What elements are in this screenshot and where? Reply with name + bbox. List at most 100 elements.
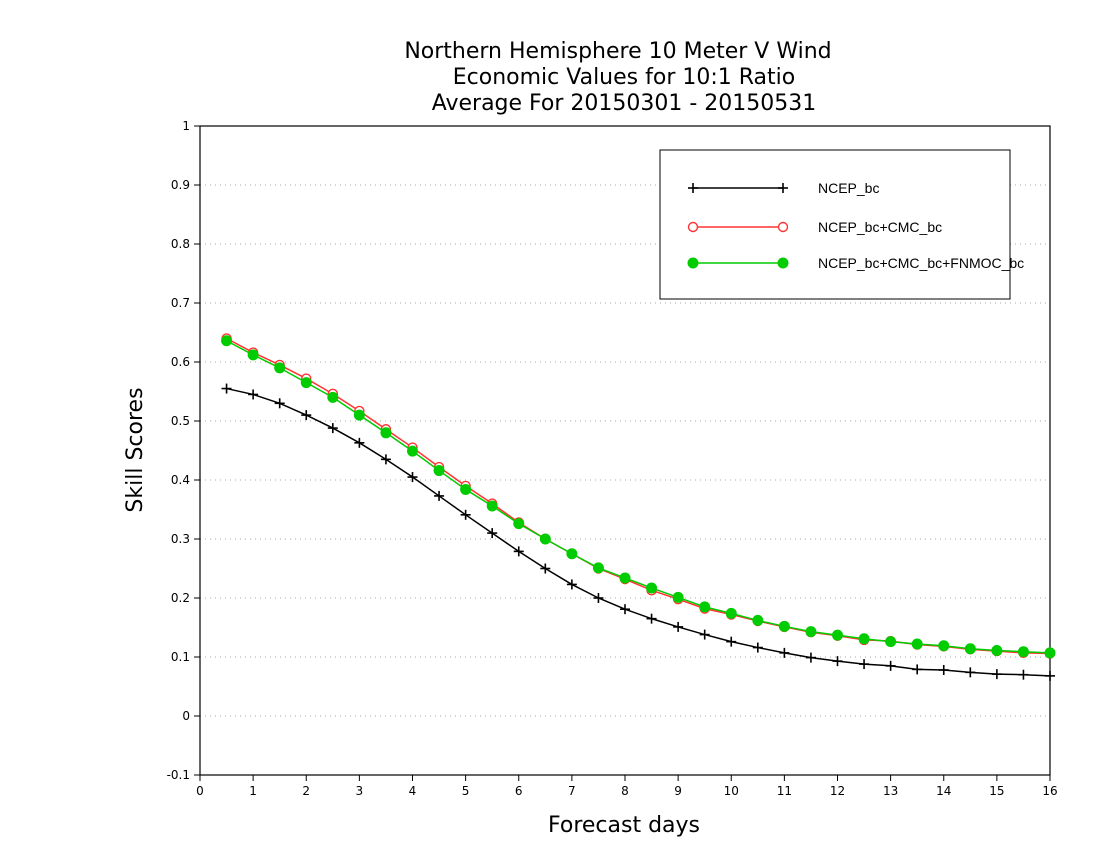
y-tick-label: 0.4 xyxy=(171,473,190,487)
data-point-plus-marker xyxy=(1045,670,1055,681)
chart-title-line-1: Northern Hemisphere 10 Meter V Wind xyxy=(404,39,831,64)
data-point-filled-circle-marker xyxy=(991,645,1003,657)
chart-title-line-3: Average For 20150301 - 20150531 xyxy=(432,91,817,116)
data-point-plus-marker xyxy=(991,669,1002,680)
data-point-plus-marker xyxy=(620,604,630,615)
series-line xyxy=(226,340,1051,654)
data-point-filled-circle-marker xyxy=(353,409,365,421)
chart-title: Northern Hemisphere 10 Meter V Wind Econ… xyxy=(404,39,831,116)
data-point-plus-marker xyxy=(434,490,445,501)
data-point-plus-marker xyxy=(221,383,232,394)
data-point-filled-circle-marker xyxy=(247,349,259,361)
x-tick-label: 3 xyxy=(356,784,364,798)
y-tick-label: 0.9 xyxy=(171,178,190,192)
data-point-filled-circle-marker xyxy=(327,391,339,403)
data-point-filled-circle-marker xyxy=(1017,646,1029,658)
x-tick-label: 0 xyxy=(196,784,204,798)
data-point-plus-marker xyxy=(726,636,737,647)
data-point-filled-circle-marker xyxy=(460,483,472,495)
series-line xyxy=(226,387,1051,677)
data-point-filled-circle-marker xyxy=(911,638,923,650)
data-point-filled-circle-marker xyxy=(885,636,897,648)
x-tick-label: 15 xyxy=(989,784,1004,798)
data-point-plus-marker xyxy=(1018,669,1029,680)
x-tick-label: 14 xyxy=(936,784,951,798)
data-point-filled-circle-marker xyxy=(672,591,684,603)
y-axis-label: Skill Scores xyxy=(123,387,148,512)
legend-marker-filled-circle-icon xyxy=(777,257,789,269)
data-point-filled-circle-marker xyxy=(858,633,870,645)
legend-marker-plus-icon xyxy=(688,183,698,193)
y-tick-label: -0.1 xyxy=(167,768,190,782)
x-tick-label: 8 xyxy=(621,784,629,798)
x-tick-label: 7 xyxy=(568,784,576,798)
data-point-plus-marker xyxy=(460,509,471,520)
data-point-plus-marker xyxy=(327,423,338,434)
x-tick-label: 13 xyxy=(883,784,898,798)
series-2 xyxy=(221,333,1056,659)
data-point-plus-marker xyxy=(912,664,923,675)
legend-label: NCEP_bc+CMC_bc xyxy=(818,219,942,235)
data-point-filled-circle-marker xyxy=(274,362,286,374)
x-tick-label: 2 xyxy=(302,784,310,798)
data-point-filled-circle-marker xyxy=(407,445,418,457)
legend-label: NCEP_bc+CMC_bc+FNMOC_bc xyxy=(818,255,1024,271)
data-point-plus-marker xyxy=(593,593,604,603)
x-tick-label: 1 xyxy=(249,784,257,798)
legend-entry: NCEP_bc xyxy=(688,180,879,196)
data-point-plus-marker xyxy=(779,647,790,658)
data-point-plus-marker xyxy=(805,652,816,663)
y-tick-label: 0.3 xyxy=(171,532,190,546)
data-point-filled-circle-marker xyxy=(805,626,817,638)
legend-entry: NCEP_bc+CMC_bc+FNMOC_bc xyxy=(687,255,1024,271)
data-point-plus-marker xyxy=(673,621,684,632)
data-point-plus-marker xyxy=(885,660,896,671)
y-tick-label: 1 xyxy=(182,119,190,133)
data-point-filled-circle-marker xyxy=(300,377,312,389)
data-point-filled-circle-marker xyxy=(592,562,604,574)
data-point-filled-circle-marker xyxy=(566,548,578,560)
data-point-plus-marker xyxy=(566,579,577,590)
x-tick-label: 5 xyxy=(462,784,470,798)
data-point-plus-marker xyxy=(859,659,870,670)
y-tick-label: 0.6 xyxy=(171,355,190,369)
series-line xyxy=(226,337,1051,655)
y-tick-label: 0 xyxy=(182,709,190,723)
data-point-filled-circle-marker xyxy=(725,607,737,619)
data-point-plus-marker xyxy=(513,546,524,557)
series-3 xyxy=(221,335,1056,659)
data-point-filled-circle-marker xyxy=(539,533,551,545)
legend-box xyxy=(659,149,1011,300)
y-tick-label: 0.8 xyxy=(171,237,190,251)
x-tick-label: 10 xyxy=(724,784,739,798)
data-point-plus-marker xyxy=(699,629,710,640)
data-point-plus-marker xyxy=(380,454,391,465)
data-point-plus-marker xyxy=(752,642,763,653)
data-point-plus-marker xyxy=(248,389,259,400)
x-tick-label: 16 xyxy=(1042,784,1057,798)
data-point-plus-marker xyxy=(301,410,312,421)
data-point-filled-circle-marker xyxy=(486,500,498,512)
x-tick-label: 11 xyxy=(777,784,792,798)
y-tick-label: 0.2 xyxy=(171,591,190,605)
data-point-filled-circle-marker xyxy=(433,465,445,477)
series-layer xyxy=(221,333,1056,681)
data-point-plus-marker xyxy=(646,613,657,624)
legend-entry: NCEP_bc+CMC_bc xyxy=(687,219,942,235)
x-axis-label: Forecast days xyxy=(548,813,700,838)
data-point-filled-circle-marker xyxy=(619,572,631,584)
legend-marker-plus-icon xyxy=(778,183,788,193)
data-point-filled-circle-marker xyxy=(221,335,233,347)
x-tick-label: 12 xyxy=(830,784,845,798)
data-point-filled-circle-marker xyxy=(513,518,525,530)
data-point-filled-circle-marker xyxy=(1044,647,1056,659)
x-tick-label: 6 xyxy=(515,784,523,798)
legend-label: NCEP_bc xyxy=(818,180,879,196)
x-tick-label: 4 xyxy=(409,784,417,798)
legend-entries: NCEP_bc NCEP_bc+CMC_bc NCEP_bc+CMC_bc+FNMO… xyxy=(687,180,1024,271)
data-point-filled-circle-marker xyxy=(832,629,843,641)
y-tick-label: 0.7 xyxy=(171,296,190,310)
chart-title-line-2: Economic Values for 10:1 Ratio xyxy=(453,65,795,90)
data-point-filled-circle-marker xyxy=(964,643,976,655)
